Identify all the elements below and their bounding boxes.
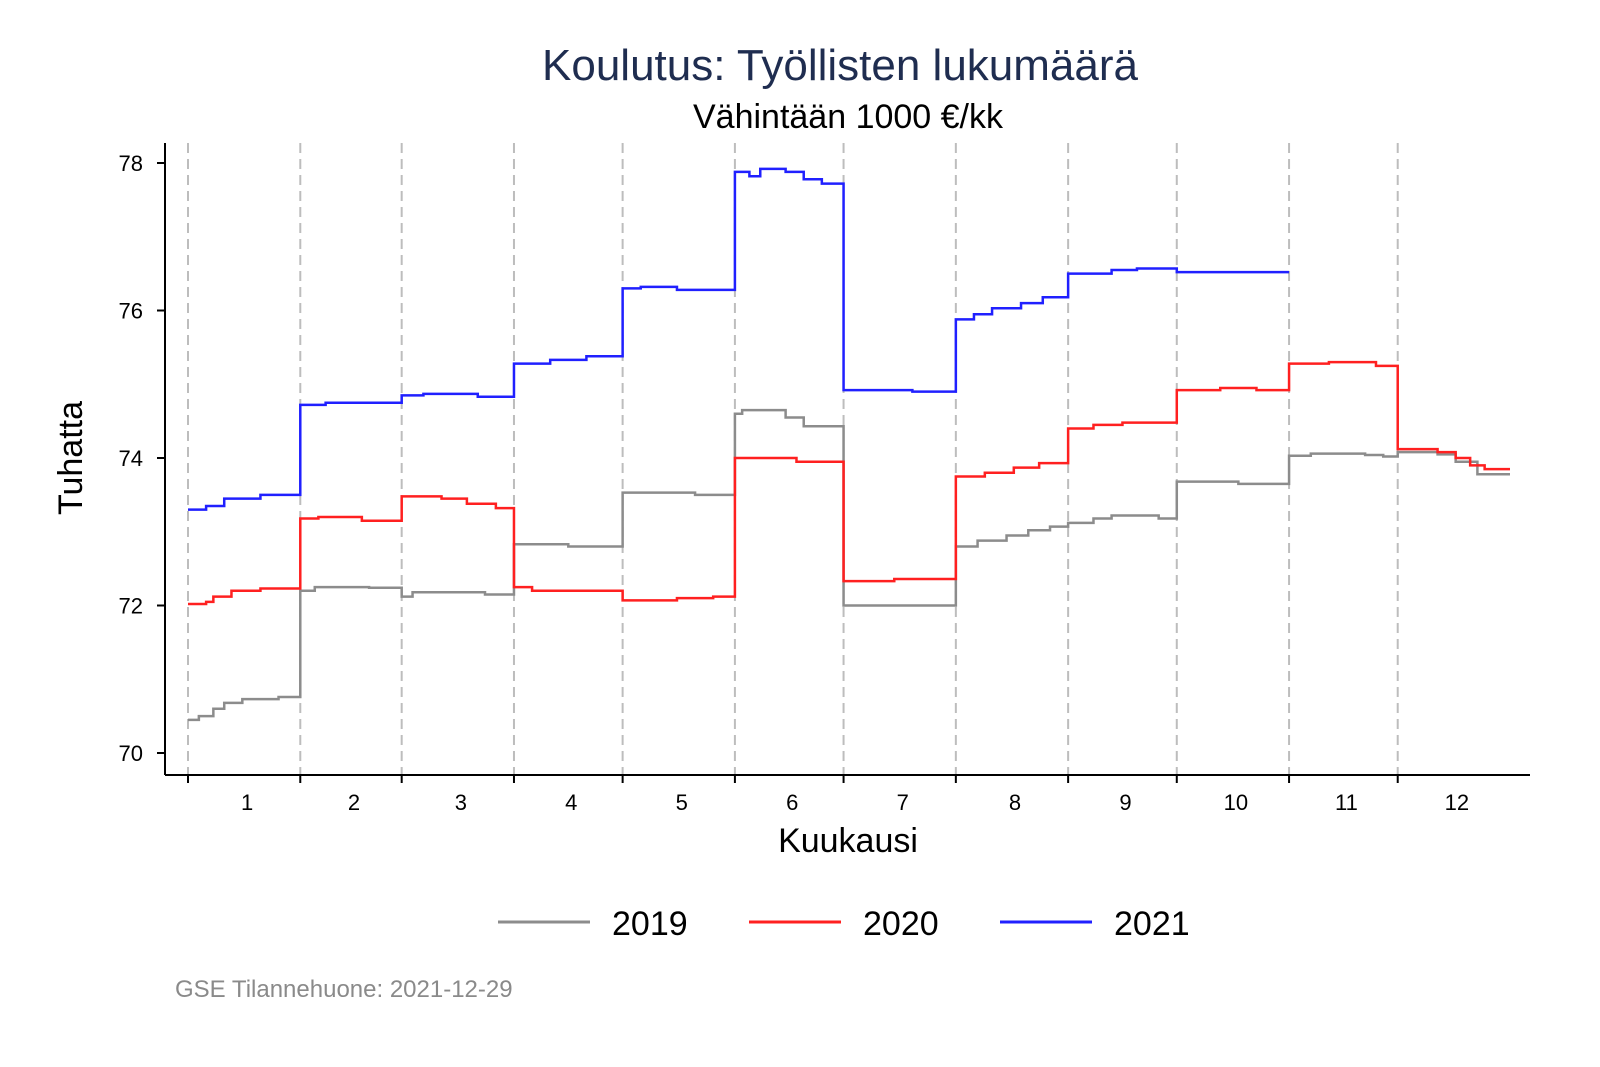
y-tick-label: 74 [119,446,143,471]
y-tick-label: 76 [119,299,143,324]
legend: 2019 2020 2021 [498,905,1190,943]
y-tick-label: 70 [119,741,143,766]
chart-subtitle: Vähintään 1000 €/kk [693,98,1004,136]
x-tick-label: 5 [676,790,688,815]
x-tick-label: 2 [348,790,360,815]
x-tick-label: 7 [897,790,909,815]
y-tick-label: 72 [119,594,143,619]
y-tick-label: 78 [119,151,143,176]
series-line-2021 [188,167,1290,511]
y-axis-label: Tuhatta [52,401,90,515]
legend-label-2021: 2021 [1114,905,1190,943]
x-tick-label: 8 [1009,790,1021,815]
x-tick-label: 6 [786,790,798,815]
x-tick-label: 3 [455,790,467,815]
chart-title: Koulutus: Työllisten lukumäärä [542,41,1138,90]
legend-label-2020: 2020 [863,905,939,943]
x-tick-label: 9 [1119,790,1131,815]
x-axis-label: Kuukausi [778,822,918,860]
legend-label-2019: 2019 [612,905,688,943]
x-tick-label: 1 [241,790,253,815]
x-tick-label: 4 [565,790,577,815]
x-tick-label: 12 [1445,790,1469,815]
x-tick-label: 10 [1224,790,1248,815]
x-tick-label: 11 [1335,790,1358,815]
series-line-2019 [188,408,1510,722]
series-line-2020 [188,360,1510,606]
footer-source: GSE Tilannehuone: 2021-12-29 [175,976,513,1003]
